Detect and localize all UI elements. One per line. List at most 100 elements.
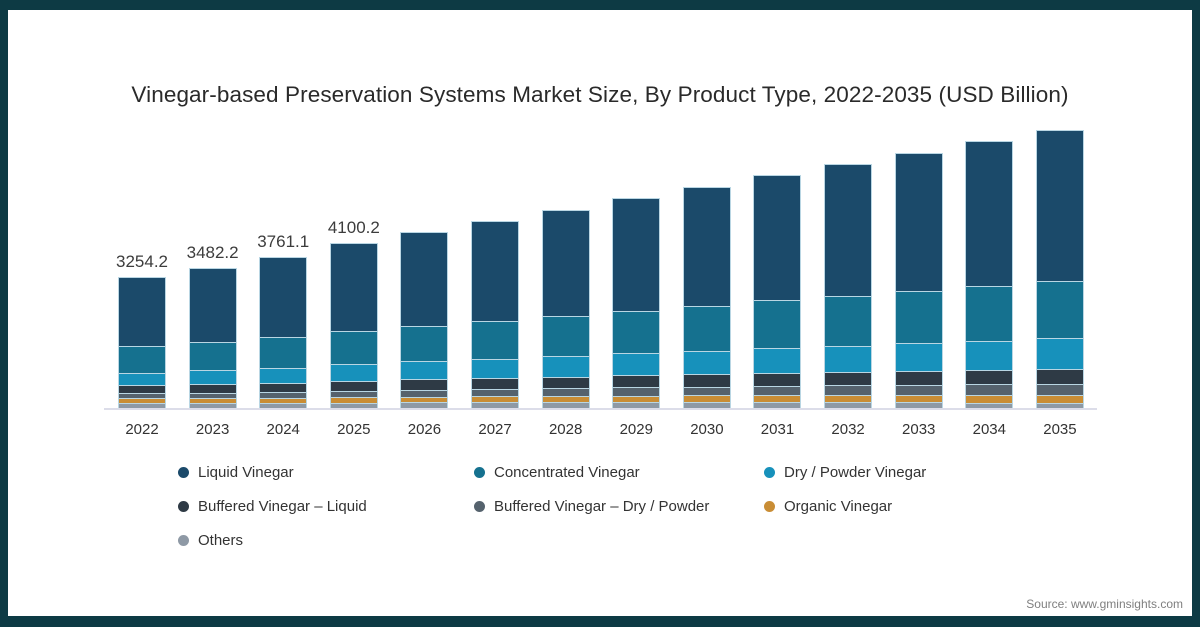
legend-item-dry-powder-vinegar: Dry / Powder Vinegar	[764, 464, 926, 481]
segment-buffered-vinegar-liquid-2031	[754, 373, 801, 386]
x-label-2025: 2025	[337, 421, 371, 438]
bar-value-label-2022: 3254.2	[116, 251, 168, 271]
bar-2035	[1035, 129, 1084, 408]
bar-stack-2024	[259, 256, 308, 408]
legend-item-organic-vinegar: Organic Vinegar	[764, 498, 926, 515]
segment-liquid-vinegar-2024	[260, 257, 307, 337]
segment-liquid-vinegar-2032	[825, 165, 872, 296]
legend-item-concentrated-vinegar: Concentrated Vinegar	[474, 464, 764, 481]
segment-others-2031	[754, 402, 801, 408]
segment-concentrated-vinegar-2035	[1036, 280, 1083, 339]
segment-buffered-vinegar-dry-powder-2032	[825, 385, 872, 396]
segment-dry-powder-vinegar-2024	[260, 367, 307, 383]
bar-stack-2034	[965, 141, 1014, 408]
segment-buffered-vinegar-liquid-2029	[613, 375, 660, 388]
segment-others-2033	[895, 402, 942, 408]
segment-others-2028	[542, 402, 589, 408]
segment-concentrated-vinegar-2024	[260, 336, 307, 368]
segment-buffered-vinegar-liquid-2028	[542, 376, 589, 389]
segment-liquid-vinegar-2035	[1036, 130, 1083, 281]
segment-others-2026	[401, 402, 448, 408]
segment-others-2024	[260, 402, 307, 408]
bar-value-label-2023: 3482.2	[186, 242, 239, 262]
segment-buffered-vinegar-dry-powder-2026	[401, 389, 448, 397]
segment-concentrated-vinegar-2028	[542, 315, 589, 357]
x-label-2029: 2029	[619, 421, 653, 438]
bar-stack-2027	[471, 220, 520, 408]
segment-dry-powder-vinegar-2026	[401, 361, 448, 380]
segment-buffered-vinegar-dry-powder-2031	[754, 385, 801, 396]
segment-organic-vinegar-2034	[966, 394, 1013, 403]
x-label-2028: 2028	[548, 421, 583, 438]
legend-label-organic-vinegar: Organic Vinegar	[784, 498, 893, 515]
segment-others-2032	[825, 402, 872, 408]
legend-item-buffered-vinegar-dry-powder: Buffered Vinegar – Dry / Powder	[474, 498, 764, 515]
segment-dry-powder-vinegar-2025	[330, 364, 377, 381]
segment-concentrated-vinegar-2032	[825, 295, 872, 346]
segment-liquid-vinegar-2029	[613, 199, 660, 311]
segment-buffered-vinegar-dry-powder-2030	[683, 386, 730, 396]
segment-dry-powder-vinegar-2031	[754, 348, 801, 374]
segment-dry-powder-vinegar-2030	[683, 350, 730, 375]
bars: 3254.2 3482.2 3761.1 4100.2	[116, 129, 1084, 408]
bar-stack-2022	[118, 276, 166, 408]
bar-stack-2025	[329, 243, 378, 408]
legend-label-others: Others	[198, 532, 244, 549]
x-label-2032: 2032	[831, 421, 865, 438]
segment-dry-powder-vinegar-2035	[1036, 338, 1083, 370]
bar-2025: 4100.2	[328, 218, 380, 408]
legend-dot-dry-powder-vinegar	[764, 467, 775, 478]
bar-2029	[612, 198, 661, 408]
bar-stack-2033	[894, 152, 943, 408]
segment-organic-vinegar-2024	[260, 397, 307, 403]
segment-others-2027	[472, 402, 519, 408]
segment-concentrated-vinegar-2023	[189, 342, 236, 371]
legend-item-others: Others	[178, 532, 474, 549]
bar-stack-2028	[541, 209, 590, 408]
segment-liquid-vinegar-2028	[542, 210, 589, 316]
bar-stack-2029	[612, 198, 661, 408]
x-label-2022: 2022	[125, 421, 159, 438]
x-axis-labels: 2022 2023 2024 2025 2026 2027 2028 2029 2030 2031…	[118, 421, 1084, 438]
segment-buffered-vinegar-dry-powder-2027	[472, 388, 519, 397]
legend-dot-buffered-vinegar-liquid	[178, 501, 189, 512]
bar-2027	[471, 220, 520, 408]
segment-organic-vinegar-2032	[825, 395, 872, 403]
bar-2033	[894, 152, 943, 408]
segment-dry-powder-vinegar-2032	[825, 345, 872, 373]
segment-organic-vinegar-2028	[542, 395, 589, 403]
bar-stack-2026	[400, 231, 449, 408]
segment-concentrated-vinegar-2022	[119, 346, 165, 373]
legend-label-liquid-vinegar: Liquid Vinegar	[198, 464, 294, 481]
x-label-2023: 2023	[195, 421, 230, 438]
x-label-2031: 2031	[760, 421, 795, 438]
legend-dot-liquid-vinegar	[178, 467, 189, 478]
x-label-2026: 2026	[407, 421, 442, 438]
legend-label-concentrated-vinegar: Concentrated Vinegar	[494, 464, 640, 481]
segment-buffered-vinegar-dry-powder-2028	[542, 388, 589, 396]
segment-buffered-vinegar-dry-powder-2025	[330, 390, 377, 397]
bar-value-label-2025: 4100.2	[327, 218, 380, 238]
segment-others-2025	[330, 402, 377, 408]
legend-dot-organic-vinegar	[764, 501, 775, 512]
segment-buffered-vinegar-dry-powder-2024	[260, 391, 307, 398]
segment-organic-vinegar-2035	[1036, 394, 1083, 403]
bar-2026	[400, 231, 449, 408]
segment-dry-powder-vinegar-2027	[472, 358, 519, 378]
segment-liquid-vinegar-2027	[472, 221, 519, 321]
bar-stack-2030	[682, 186, 731, 408]
segment-others-2022	[119, 403, 165, 408]
bar-value-label-2024: 3761.1	[257, 231, 310, 251]
segment-buffered-vinegar-liquid-2032	[825, 372, 872, 386]
segment-concentrated-vinegar-2025	[330, 330, 377, 365]
segment-buffered-vinegar-dry-powder-2033	[895, 384, 942, 395]
segment-dry-powder-vinegar-2033	[895, 343, 942, 372]
segment-others-2029	[613, 402, 660, 408]
x-label-2027: 2027	[478, 421, 512, 438]
bar-stack-2035	[1035, 129, 1084, 408]
segment-buffered-vinegar-liquid-2026	[401, 379, 448, 390]
segment-buffered-vinegar-dry-powder-2023	[189, 392, 236, 398]
segment-buffered-vinegar-liquid-2023	[189, 384, 236, 393]
segment-concentrated-vinegar-2029	[613, 310, 660, 354]
